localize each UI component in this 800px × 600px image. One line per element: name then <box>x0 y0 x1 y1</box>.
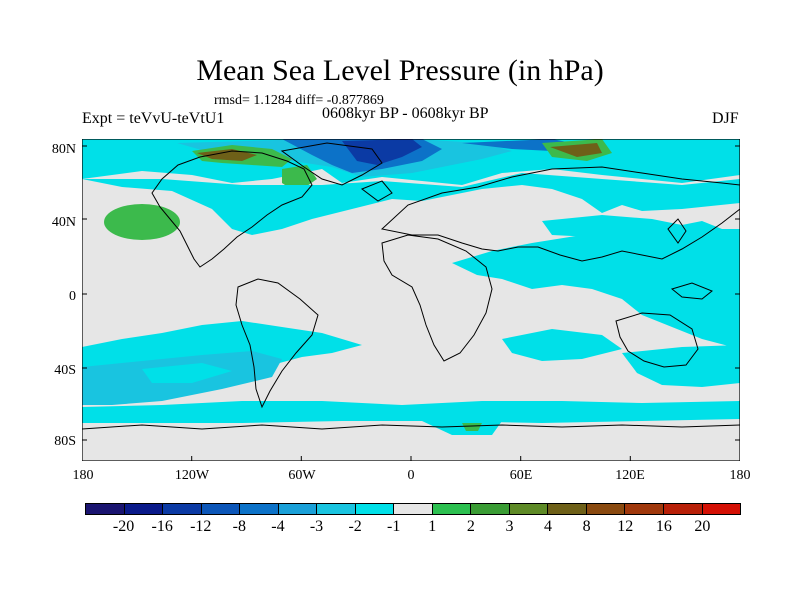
colorbar-swatch <box>240 504 279 514</box>
colorbar-swatch <box>625 504 664 514</box>
map-plot <box>82 139 740 461</box>
lon-label-180w: 180 <box>72 468 94 483</box>
anomaly-greenland-darkblue <box>342 139 422 165</box>
anomaly-australia-south-cyan <box>622 345 740 387</box>
period-label: 0608kyr BP - 0608kyr BP <box>322 105 489 122</box>
colorbar-swatch <box>432 504 472 514</box>
anomaly-asia-cyan <box>542 215 740 247</box>
anomaly-southern-ocean-cyan <box>82 401 740 423</box>
anomaly-south-pacific-inner <box>142 363 232 383</box>
colorbar-label: 8 <box>582 518 591 535</box>
colorbar-label: 4 <box>544 518 553 535</box>
lon-label-120w: 120W <box>174 468 210 483</box>
lon-label-0: 0 <box>407 468 415 483</box>
coast-north-america <box>151 150 313 268</box>
coast-south-america <box>235 278 319 409</box>
colorbar-swatch <box>586 504 626 514</box>
colorbar <box>85 503 741 515</box>
lat-label-40s: 40S <box>54 363 76 378</box>
colorbar-label: -4 <box>271 518 285 535</box>
lon-label-180e: 180 <box>729 468 751 483</box>
colorbar-swatch <box>702 504 741 514</box>
anomaly-fields <box>82 139 740 435</box>
lat-label-80n: 80N <box>51 142 76 157</box>
colorbar-swatch <box>355 504 395 514</box>
coast-africa <box>381 234 493 362</box>
colorbar-label: 2 <box>466 518 475 535</box>
colorbar-swatch <box>663 504 703 514</box>
coast-antarctica <box>82 424 740 430</box>
lon-label-60e: 60E <box>509 468 533 483</box>
colorbar-label: 12 <box>617 518 634 535</box>
anomaly-indian-ocean-cyan <box>452 233 740 349</box>
lat-label-40n: 40N <box>51 215 76 230</box>
coast-japan <box>667 218 687 244</box>
colorbar-label: 16 <box>655 518 672 535</box>
colorbar-swatch <box>278 504 318 514</box>
colorbar-label: 1 <box>428 518 437 535</box>
colorbar-label: -2 <box>348 518 362 535</box>
colorbar-label: -20 <box>112 518 135 535</box>
lat-label-0: 0 <box>69 289 76 304</box>
colorbar-swatch <box>86 504 125 514</box>
lon-label-120e: 120E <box>615 468 645 483</box>
colorbar-swatch <box>124 504 164 514</box>
colorbar-label: 3 <box>505 518 514 535</box>
anomaly-atlantic-cyan <box>232 201 302 225</box>
anomaly-siberia-brown <box>550 143 602 157</box>
colorbar-label: 20 <box>694 518 711 535</box>
lon-label-60w: 60W <box>288 468 316 483</box>
colorbar-swatch <box>163 504 202 514</box>
colorbar-swatch <box>509 504 549 514</box>
coast-australia <box>615 312 699 368</box>
coast-eurasia <box>380 166 740 262</box>
anomaly-south-indian-cyan <box>502 329 622 361</box>
colorbar-label: -3 <box>309 518 324 535</box>
colorbar-label: -8 <box>232 518 246 535</box>
coastlines <box>82 142 740 430</box>
colorbar-label: -16 <box>151 518 173 535</box>
stats-label: rmsd= 1.1284 diff= -0.877869 <box>214 93 384 108</box>
colorbar-swatch <box>471 504 510 514</box>
tick-marks <box>82 145 740 461</box>
colorbar-label: -1 <box>387 518 401 535</box>
season-label: DJF <box>712 110 739 127</box>
coast-indonesia <box>670 282 713 300</box>
anomaly-pacific-green <box>104 204 180 240</box>
colorbar-swatch <box>548 504 587 514</box>
colorbar-swatch <box>394 504 433 514</box>
colorbar-swatch <box>317 504 356 514</box>
coast-greenland <box>280 142 383 186</box>
anomaly-antarctic-green <box>462 423 482 431</box>
colorbar-label: -12 <box>190 518 212 535</box>
map-title: Mean Sea Level Pressure (in hPa) <box>196 54 604 87</box>
experiment-label: Expt = teVvU-teVtU1 <box>82 110 225 127</box>
coast-iceland <box>360 180 393 202</box>
colorbar-swatch <box>201 504 241 514</box>
lat-label-80s: 80S <box>54 434 76 449</box>
